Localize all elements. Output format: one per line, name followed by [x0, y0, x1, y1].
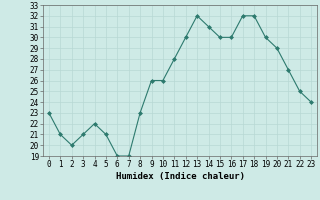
X-axis label: Humidex (Indice chaleur): Humidex (Indice chaleur) — [116, 172, 244, 181]
